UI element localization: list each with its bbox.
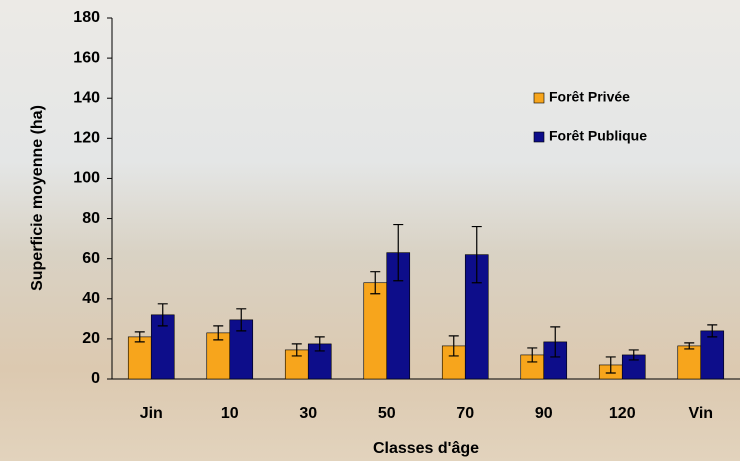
legend-swatch: [533, 92, 545, 104]
error-bar: [134, 331, 145, 343]
x-tick-label: 120: [609, 405, 636, 422]
error-bar: [157, 303, 168, 327]
x-tick-label: 70: [456, 405, 474, 422]
error-bar: [628, 349, 639, 361]
bar: [127, 336, 152, 380]
error-bar: [236, 308, 247, 332]
x-tick-label: Jin: [140, 405, 163, 422]
y-tick-label: 140: [73, 89, 100, 106]
x-tick-label: 30: [299, 405, 317, 422]
error-bar: [471, 225, 482, 284]
y-tick-label: 160: [73, 49, 100, 66]
error-bar: [213, 325, 224, 341]
error-bar: [684, 342, 695, 350]
y-tick-label: 180: [73, 9, 100, 26]
error-bar: [370, 271, 381, 295]
error-bar: [393, 223, 404, 282]
x-tick-label: 10: [221, 405, 239, 422]
y-axis-title: Superficie moyenne (ha): [29, 105, 46, 291]
legend-label: Forêt Publique: [549, 128, 647, 144]
y-tick-label: 80: [82, 210, 100, 227]
y-tick-label: 120: [73, 130, 100, 147]
y-tick-label: 40: [82, 290, 100, 307]
bar: [363, 282, 388, 380]
x-tick-label: 90: [535, 405, 553, 422]
error-bar: [707, 324, 718, 338]
x-tick-label: 50: [378, 405, 396, 422]
bar: [700, 330, 725, 380]
legend-label: Forêt Privée: [549, 89, 630, 105]
x-axis-title: Classes d'âge: [373, 440, 479, 457]
y-tick-label: 20: [82, 330, 100, 347]
bar: [677, 345, 702, 380]
legend-swatch: [533, 131, 545, 143]
error-bar: [550, 326, 561, 358]
x-tick-label: Vin: [688, 405, 713, 422]
error-bar: [448, 335, 459, 357]
y-tick-label: 60: [82, 250, 100, 267]
y-tick-label: 0: [91, 370, 100, 387]
error-bar: [527, 347, 538, 363]
error-bar: [291, 343, 302, 357]
error-bar: [605, 356, 616, 374]
error-bar: [314, 336, 325, 352]
y-tick-label: 100: [73, 170, 100, 187]
